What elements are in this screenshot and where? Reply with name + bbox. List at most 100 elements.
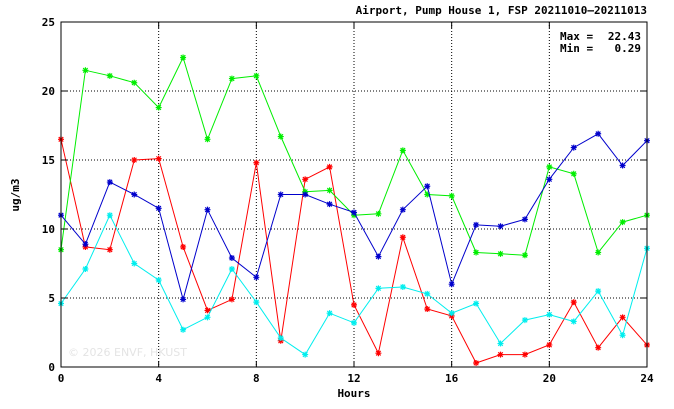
grid-lines (61, 22, 647, 367)
series-line (60, 214, 648, 356)
max-value: 22.43 (608, 30, 641, 43)
data-point (375, 350, 382, 357)
x-tick-label: 8 (253, 372, 260, 385)
data-point (228, 296, 235, 303)
data-point (302, 176, 309, 183)
data-point (399, 206, 406, 213)
data-point (302, 191, 309, 198)
data-point (375, 253, 382, 260)
data-point (375, 285, 382, 292)
series-3 (58, 130, 650, 303)
data-point (546, 176, 553, 183)
data-point (351, 319, 357, 326)
data-point (595, 130, 602, 137)
y-axis-title: ug/m3 (9, 178, 22, 211)
min-label: Min = (560, 42, 593, 55)
data-point (277, 133, 284, 140)
data-point (351, 209, 357, 216)
data-point (106, 246, 113, 253)
data-point (326, 163, 333, 170)
data-point (375, 210, 382, 217)
data-point (448, 192, 455, 199)
x-tick-label: 12 (347, 372, 360, 385)
data-point (106, 72, 113, 79)
data-point (180, 243, 187, 250)
data-point (277, 191, 284, 198)
data-point (570, 170, 577, 177)
y-tick-label: 0 (48, 361, 55, 374)
data-point (204, 206, 211, 213)
data-point (473, 359, 480, 366)
data-point (497, 250, 504, 257)
data-point (155, 277, 162, 284)
data-point (619, 219, 626, 226)
data-point (521, 351, 528, 358)
data-point (473, 249, 480, 256)
data-point (82, 241, 89, 248)
data-point (399, 283, 406, 290)
data-point (595, 288, 602, 295)
data-point (253, 274, 260, 281)
data-point (424, 191, 431, 198)
y-tick-label: 5 (48, 292, 55, 305)
data-point (497, 223, 504, 230)
x-tick-label: 16 (445, 372, 459, 385)
data-point (326, 201, 333, 208)
data-point (131, 79, 138, 86)
data-point (424, 306, 431, 313)
data-point (570, 318, 577, 325)
data-point (131, 191, 138, 198)
data-point (204, 307, 211, 314)
data-point (277, 335, 284, 342)
data-point (180, 296, 187, 303)
x-axis-title: Hours (337, 387, 370, 400)
data-point (521, 216, 528, 223)
y-tick-label: 10 (42, 223, 55, 236)
data-point (106, 179, 113, 186)
data-point (131, 157, 138, 163)
data-point (106, 212, 113, 219)
data-point (546, 311, 553, 318)
tick-labels: 0 4 8 12 16 20 24 0 5 10 15 20 25 (42, 16, 654, 385)
data-point (521, 317, 528, 324)
data-point (546, 163, 553, 170)
data-point (326, 310, 333, 317)
data-point (619, 162, 626, 169)
data-point (473, 221, 480, 228)
chart-title: Airport, Pump House 1, FSP 20211010–2021… (356, 4, 647, 17)
data-point (302, 351, 309, 358)
series-4 (58, 212, 650, 358)
series-line (60, 56, 648, 256)
data-point (228, 266, 235, 273)
data-point (497, 351, 504, 358)
max-label: Max = (560, 30, 593, 43)
data-point (155, 205, 162, 212)
data-point (204, 314, 211, 321)
data-point (595, 344, 602, 351)
data-point (570, 299, 577, 306)
data-point (424, 183, 431, 190)
y-tick-label: 20 (42, 85, 55, 98)
data-point (424, 290, 431, 297)
data-point (204, 136, 211, 143)
data-point (399, 234, 406, 241)
data-point (180, 326, 187, 333)
data-point (570, 144, 577, 151)
data-point (131, 260, 138, 267)
data-point (351, 301, 357, 308)
data-point (399, 147, 406, 154)
data-point (497, 340, 504, 347)
x-tick-label: 4 (155, 372, 162, 385)
axis-ticks (60, 21, 648, 368)
data-point (228, 75, 235, 82)
y-tick-label: 25 (42, 16, 55, 29)
data-point (155, 155, 162, 162)
data-point (253, 299, 260, 306)
data-point (155, 104, 162, 111)
data-point (180, 54, 187, 61)
data-point (473, 300, 480, 307)
data-point (546, 341, 553, 348)
data-point (595, 249, 602, 256)
data-point (82, 67, 89, 74)
